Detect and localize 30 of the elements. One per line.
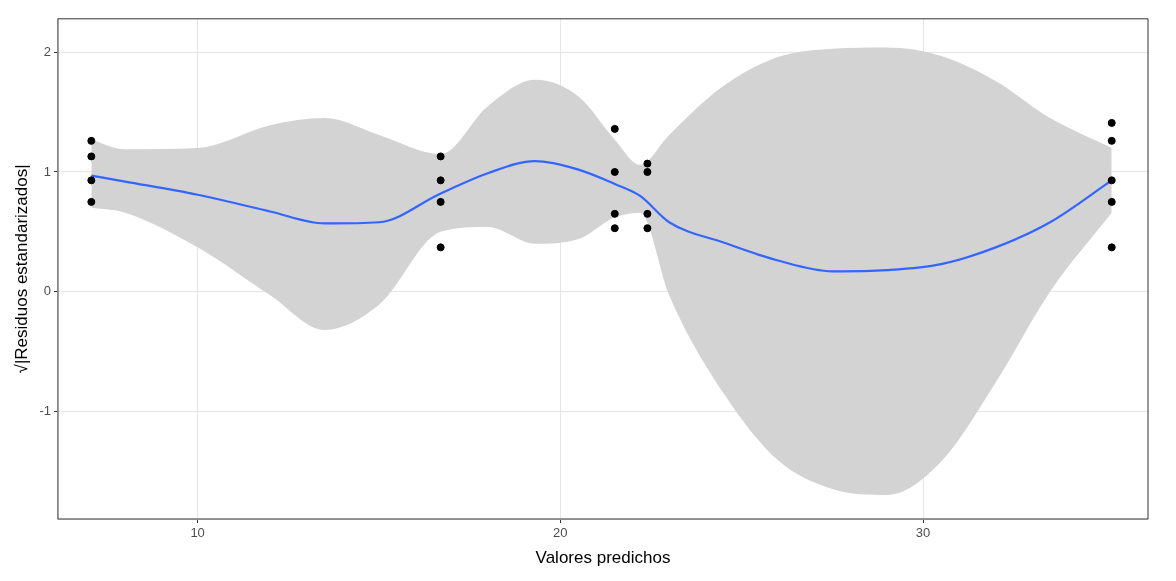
point xyxy=(436,197,445,206)
point xyxy=(643,209,652,218)
point xyxy=(1107,176,1116,185)
point xyxy=(1107,118,1116,127)
point xyxy=(87,136,96,145)
point xyxy=(610,224,619,233)
y-tick-label: 1 xyxy=(43,163,51,179)
point xyxy=(87,152,96,161)
point xyxy=(436,243,445,252)
point xyxy=(1107,136,1116,145)
point xyxy=(610,167,619,176)
point xyxy=(643,167,652,176)
point xyxy=(436,152,445,161)
point xyxy=(643,159,652,168)
point xyxy=(1107,243,1116,252)
y-tick-label: -1 xyxy=(39,402,51,418)
x-tick-label: 30 xyxy=(915,525,931,541)
point xyxy=(87,176,96,185)
point xyxy=(87,197,96,206)
y-tick-label: 2 xyxy=(43,43,51,59)
point xyxy=(436,176,445,185)
point xyxy=(1107,197,1116,206)
point xyxy=(643,224,652,233)
x-axis-title: Valores predichos xyxy=(535,548,671,568)
point xyxy=(610,124,619,133)
x-tick-label: 10 xyxy=(190,525,205,541)
y-axis-title: √|Residuos estandarizados| xyxy=(11,164,31,374)
x-tick-label: 20 xyxy=(553,525,568,541)
y-tick-label: 0 xyxy=(43,283,51,299)
point xyxy=(610,209,619,218)
